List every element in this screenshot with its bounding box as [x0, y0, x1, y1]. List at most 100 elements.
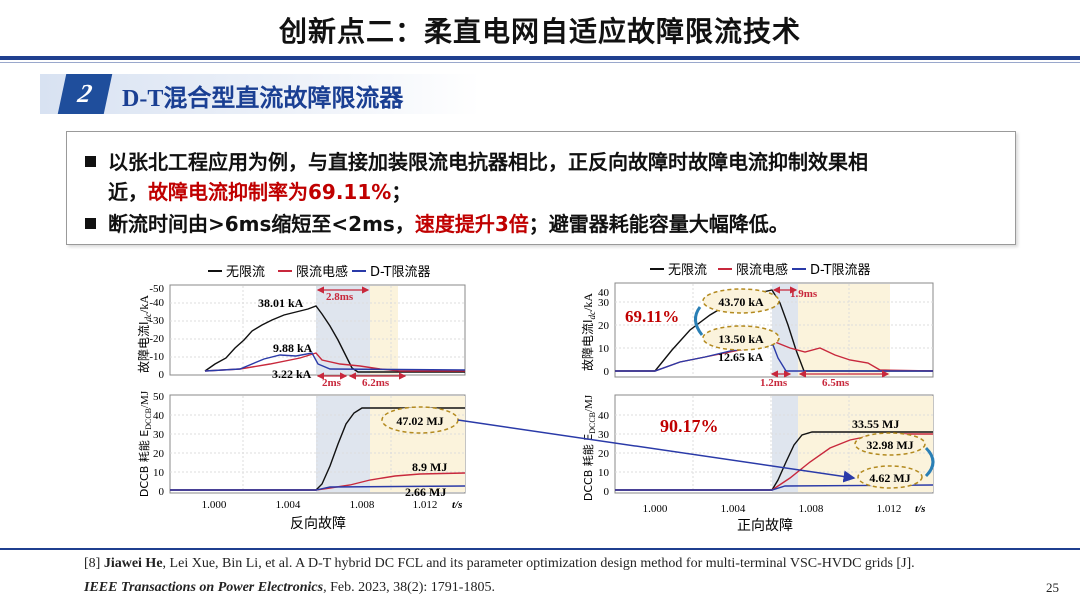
reference-first-author: Jiawei He: [103, 556, 163, 571]
left-interval-3: 6.2ms: [362, 377, 390, 389]
left-peak-dt: 3.22 kA: [272, 367, 312, 381]
right-peak-reactor: 13.50 kA: [718, 332, 764, 346]
right-x-tick: 1.008: [799, 503, 824, 515]
right-energy-dt-ellipse: [857, 465, 923, 489]
right-y1-tick: 20: [598, 320, 610, 332]
reference-line-2: IEEE Transactions on Power Electronics, …: [84, 580, 495, 596]
right-y2-label: DCCB 耗能 EDCCB/MJ: [581, 394, 597, 501]
right-y2-tick: 40: [598, 410, 610, 422]
right-y2-tick: 20: [598, 448, 610, 460]
left-current-none-line: [204, 305, 465, 373]
reference-number: [8]: [84, 556, 104, 571]
left-x-unit: t/s: [452, 499, 462, 511]
left-y2-tick: 30: [153, 429, 165, 441]
right-x-tick: 1.004: [721, 503, 746, 515]
right-peak-reactor-ellipse: [702, 325, 780, 351]
bullet-1-text-c: ；: [391, 180, 412, 204]
left-energy-none: 47.02 MJ: [396, 414, 443, 428]
left-y2-tick: 0: [159, 486, 165, 498]
right-x-tick: 1.000: [643, 503, 668, 515]
speed-highlight: 速度提升3倍: [414, 212, 529, 236]
right-current-shade-2: [798, 284, 890, 376]
right-caption: 正向故障: [737, 518, 793, 534]
summary-box: 以张北工程应用为例，与直接加装限流电抗器相比，正反向故障时故障电流抑制效果相 近…: [66, 131, 1016, 245]
square-bullet-icon: [85, 218, 96, 229]
left-y1-tick: 0: [159, 369, 165, 381]
left-y1-tick: -30: [149, 315, 164, 327]
right-energy-shade-1: [772, 396, 798, 492]
right-peak-none-ellipse: [702, 288, 780, 314]
title-rule-thin: [0, 62, 1080, 63]
bullet-1-text: 以张北工程应用为例，与直接加装限流电抗器相比，正反向故障时故障电流抑制效果相: [108, 150, 868, 174]
left-y1-tick: -40: [149, 297, 164, 309]
right-energy-dt: 4.62 MJ: [869, 471, 910, 485]
left-y2-tick: 50: [153, 391, 165, 403]
right-peak-none: 43.70 kA: [718, 295, 764, 309]
right-rate-arc-icon: [694, 306, 704, 336]
left-y2-tick: 20: [153, 448, 165, 460]
comparison-arrow: [457, 419, 856, 483]
legend-reactor: 限流电感: [736, 262, 788, 278]
left-interval-2: 2ms: [322, 377, 342, 389]
left-y1-tick: -50: [149, 283, 164, 295]
legend-dt: D-T限流器: [370, 265, 430, 280]
left-current-plot: -50 -40 -30 -20 -10 0 38.01 kA 9.88 kA 3…: [136, 283, 466, 389]
left-current-dt-line: [204, 352, 466, 372]
left-x-tick: 1.000: [202, 499, 227, 511]
legend-reactor: 限流电感: [296, 264, 348, 280]
right-x-tick: 1.012: [877, 503, 902, 515]
right-y1-tick: 0: [604, 366, 610, 378]
bullet-2-text-c: ；避雷器耗能容量大幅降低。: [528, 212, 789, 236]
left-legend: 无限流 限流电感 D-T限流器: [208, 264, 430, 280]
figure: 无限流 限流电感 D-T限流器 -50 -40 -30 -20 -10 0 38…: [136, 262, 935, 534]
title-rule: [0, 56, 1080, 60]
reference-line-1: [8] Jiawei He, Lei Xue, Bin Li, et al. A…: [84, 556, 915, 572]
left-y2-label: DCCB 耗能 EDCCB/MJ: [137, 390, 153, 497]
right-energy-none-line: [615, 431, 933, 491]
bullet-1-line-1: 以张北工程应用为例，与直接加装限流电抗器相比，正反向故障时故障电流抑制效果相: [85, 146, 868, 175]
right-rate-current: 69.11%: [625, 307, 679, 326]
left-x-tick: 1.004: [276, 499, 301, 511]
legend-none: 无限流: [226, 265, 265, 280]
left-peak-none: 38.01 kA: [258, 296, 304, 310]
right-legend: 无限流 限流电感 D-T限流器: [650, 262, 870, 278]
left-energy-reactor: 8.9 MJ: [412, 460, 447, 474]
suppression-rate-highlight: 故障电流抑制率为69.11%: [148, 180, 392, 204]
footer-rule: [0, 548, 1080, 550]
bullet-1-line-2: 近，故障电流抑制率为69.11%；: [108, 176, 411, 205]
reference-citation: , Lei Xue, Bin Li, et al. A D-T hybrid D…: [162, 556, 915, 571]
left-current-shade-1: [316, 286, 370, 374]
legend-dt: D-T限流器: [810, 263, 870, 278]
reference-journal: IEEE Transactions on Power Electronics: [84, 580, 324, 595]
reference-volume: , Feb. 2023, 38(2): 1791-1805.: [323, 580, 495, 595]
section-title: D-T混合型直流故障限流器: [122, 86, 404, 112]
left-peak-reactor: 9.88 kA: [273, 341, 313, 355]
bullet-2: 断流时间由>6ms缩短至<2ms，速度提升3倍；避雷器耗能容量大幅降低。: [85, 208, 789, 237]
left-energy-dt: 2.66 MJ: [405, 485, 446, 499]
left-y2-tick: 40: [153, 410, 165, 422]
right-interval-3: 6.5ms: [822, 377, 850, 389]
right-y1-tick: 10: [598, 343, 610, 355]
left-caption: 反向故障: [290, 516, 346, 532]
right-y1-tick: 30: [598, 297, 610, 309]
right-x-unit: t/s: [915, 503, 925, 515]
right-y2-tick: 0: [604, 486, 610, 498]
left-y1-label: 故障电流Idc/kA: [136, 295, 153, 373]
left-current-shade-2: [370, 286, 398, 374]
section-number: 2: [57, 74, 113, 114]
left-energy-none-line: [170, 407, 465, 491]
legend-none: 无限流: [668, 263, 707, 278]
right-energy-plot: 40 30 20 10 0 33.55 MJ 32.98 MJ 4.62 MJ …: [581, 394, 935, 534]
right-peak-dt: 12.65 kA: [718, 350, 764, 364]
page-title: 创新点二：柔直电网自适应故障限流技术: [278, 15, 801, 48]
left-energy-plot: 50 40 30 20 10 0 47.02 MJ 8.9 MJ 2.66 MJ…: [137, 390, 466, 532]
left-x-tick: 1.008: [350, 499, 375, 511]
section-band: [40, 74, 480, 114]
bullet-2-text-a: 断流时间由>6ms缩短至<2ms，: [108, 212, 415, 236]
page-number: 25: [1046, 580, 1059, 595]
right-y1-label: 故障电流Idc/kA: [580, 293, 597, 371]
square-bullet-icon: [85, 156, 96, 167]
left-y1-tick: -20: [149, 333, 164, 345]
right-rate-energy: 90.17%: [660, 416, 719, 436]
bullet-1-text-a: 近，: [108, 180, 148, 204]
